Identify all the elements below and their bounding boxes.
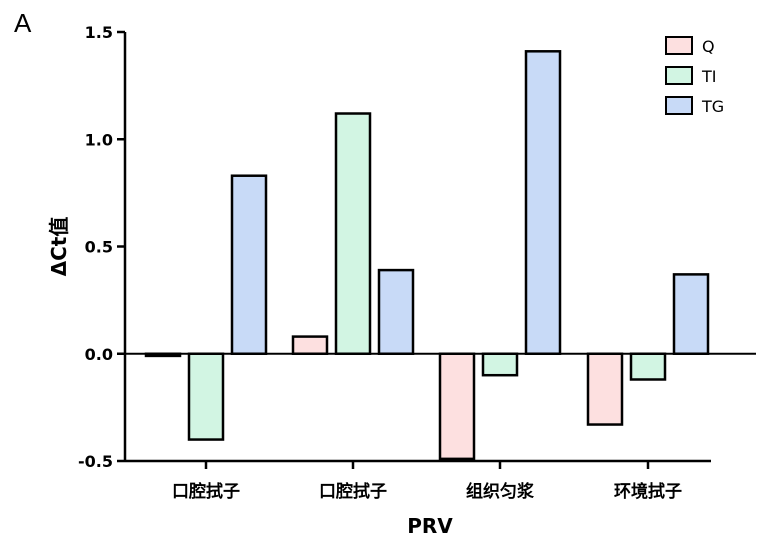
panel-label: A <box>14 8 32 38</box>
legend-label-tg: TG <box>701 97 724 116</box>
bar-tg-2 <box>377 268 415 355</box>
x-axis-title: PRV <box>407 514 453 538</box>
bar-q-2 <box>291 335 329 355</box>
y-axis: -0.5 0.0 0.5 1.0 1.5 <box>78 23 127 471</box>
bar-ti-3 <box>481 352 519 377</box>
legend-label-q: Q <box>702 37 715 56</box>
legend-swatch-q <box>665 36 693 55</box>
legend: Q TI TG <box>665 36 724 116</box>
x-tick-label: 口腔拭子 <box>319 481 387 502</box>
y-axis-title: ΔCt值 <box>47 217 71 277</box>
y-tick-label: -0.5 <box>78 452 113 471</box>
bars-layer <box>144 50 710 461</box>
bar-tg-3 <box>524 50 562 356</box>
x-tick-label: 环境拭子 <box>614 481 682 502</box>
legend-label-ti: TI <box>701 67 717 86</box>
legend-swatch-tg <box>665 96 693 115</box>
bar-q-3 <box>438 352 476 461</box>
bar-ti-2 <box>334 112 372 356</box>
bar-ti-4 <box>629 352 667 381</box>
y-tick-label: 0.0 <box>85 345 113 364</box>
bar-tg-1 <box>230 174 268 355</box>
bar-q-4 <box>586 352 624 426</box>
legend-swatch-ti <box>665 66 693 85</box>
bar-ti-1 <box>187 352 225 441</box>
bar-tg-4 <box>672 273 710 356</box>
y-tick-label: 1.0 <box>85 130 113 149</box>
x-tick-label: 口腔拭子 <box>172 481 240 502</box>
x-tick-label: 组织匀浆 <box>466 481 535 502</box>
y-tick-label: 1.5 <box>85 23 113 42</box>
y-tick-label: 0.5 <box>85 238 113 257</box>
x-axis: 口腔拭子 口腔拭子 组织匀浆 环境拭子 <box>125 459 711 502</box>
